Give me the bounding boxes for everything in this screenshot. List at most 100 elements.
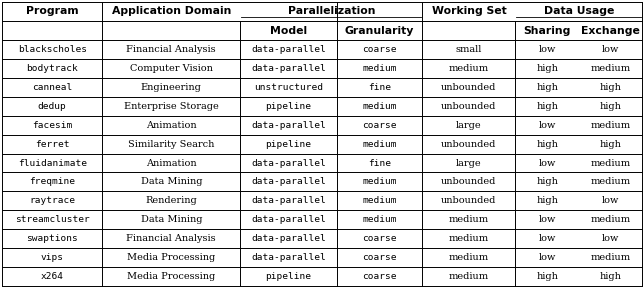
Text: canneal: canneal xyxy=(32,83,72,92)
Text: unbounded: unbounded xyxy=(441,177,497,186)
Text: medium: medium xyxy=(591,215,630,224)
Text: medium: medium xyxy=(449,64,489,73)
Text: data-parallel: data-parallel xyxy=(251,64,326,73)
Text: high: high xyxy=(600,272,621,281)
Text: pipeline: pipeline xyxy=(265,272,312,281)
Text: raytrace: raytrace xyxy=(29,196,75,205)
Text: medium: medium xyxy=(363,64,397,73)
Text: Animation: Animation xyxy=(146,158,196,168)
Text: coarse: coarse xyxy=(363,272,397,281)
Text: medium: medium xyxy=(449,234,489,243)
Text: coarse: coarse xyxy=(363,121,397,130)
Text: unbounded: unbounded xyxy=(441,196,497,205)
Text: medium: medium xyxy=(591,253,630,262)
Text: low: low xyxy=(601,196,619,205)
Text: Working Set: Working Set xyxy=(431,7,506,16)
Text: Model: Model xyxy=(270,26,307,35)
Text: Data Usage: Data Usage xyxy=(544,7,614,16)
Text: Financial Analysis: Financial Analysis xyxy=(126,45,216,54)
Text: medium: medium xyxy=(363,102,397,111)
Text: low: low xyxy=(538,253,556,262)
Text: Similarity Search: Similarity Search xyxy=(128,140,214,149)
Text: medium: medium xyxy=(591,177,630,186)
Text: medium: medium xyxy=(363,215,397,224)
Text: vips: vips xyxy=(41,253,64,262)
Text: high: high xyxy=(600,102,621,111)
Text: bodytrack: bodytrack xyxy=(26,64,78,73)
Text: large: large xyxy=(456,121,482,130)
Text: ferret: ferret xyxy=(35,140,70,149)
Text: fine: fine xyxy=(368,158,391,168)
Text: medium: medium xyxy=(363,140,397,149)
Text: blackscholes: blackscholes xyxy=(18,45,87,54)
Text: facesim: facesim xyxy=(32,121,72,130)
Text: high: high xyxy=(600,83,621,92)
Text: dedup: dedup xyxy=(38,102,66,111)
Text: low: low xyxy=(601,45,619,54)
Text: pipeline: pipeline xyxy=(265,102,312,111)
Text: streamcluster: streamcluster xyxy=(15,215,90,224)
Text: data-parallel: data-parallel xyxy=(251,177,326,186)
Text: Rendering: Rendering xyxy=(146,196,197,205)
Text: Data Mining: Data Mining xyxy=(140,177,202,186)
Text: medium: medium xyxy=(363,196,397,205)
Text: high: high xyxy=(536,83,558,92)
Text: high: high xyxy=(536,272,558,281)
Text: Animation: Animation xyxy=(146,121,196,130)
Text: Exchange: Exchange xyxy=(581,26,639,35)
Text: medium: medium xyxy=(591,158,630,168)
Text: swaptions: swaptions xyxy=(26,234,78,243)
Text: unstructured: unstructured xyxy=(254,83,323,92)
Text: high: high xyxy=(536,177,558,186)
Text: Computer Vision: Computer Vision xyxy=(130,64,213,73)
Text: fine: fine xyxy=(368,83,391,92)
Text: high: high xyxy=(536,140,558,149)
Text: low: low xyxy=(538,158,556,168)
Text: medium: medium xyxy=(449,215,489,224)
Text: high: high xyxy=(536,102,558,111)
Text: medium: medium xyxy=(449,253,489,262)
Text: Enterprise Storage: Enterprise Storage xyxy=(124,102,219,111)
Text: low: low xyxy=(538,215,556,224)
Text: coarse: coarse xyxy=(363,45,397,54)
Text: high: high xyxy=(536,64,558,73)
Text: high: high xyxy=(536,196,558,205)
Text: data-parallel: data-parallel xyxy=(251,234,326,243)
Text: coarse: coarse xyxy=(363,234,397,243)
Text: fluidanimate: fluidanimate xyxy=(18,158,87,168)
Text: medium: medium xyxy=(591,121,630,130)
Text: high: high xyxy=(600,140,621,149)
Text: Sharing: Sharing xyxy=(524,26,571,35)
Text: Media Processing: Media Processing xyxy=(127,253,216,262)
Text: data-parallel: data-parallel xyxy=(251,45,326,54)
Text: data-parallel: data-parallel xyxy=(251,121,326,130)
Text: x264: x264 xyxy=(41,272,64,281)
Text: coarse: coarse xyxy=(363,253,397,262)
Text: Financial Analysis: Financial Analysis xyxy=(126,234,216,243)
Text: Engineering: Engineering xyxy=(141,83,202,92)
Text: Granularity: Granularity xyxy=(345,26,414,35)
Text: Program: Program xyxy=(26,7,79,16)
Text: unbounded: unbounded xyxy=(441,102,497,111)
Text: large: large xyxy=(456,158,482,168)
Text: low: low xyxy=(538,121,556,130)
Text: Parallelization: Parallelization xyxy=(288,7,375,16)
Text: data-parallel: data-parallel xyxy=(251,158,326,168)
Text: low: low xyxy=(538,45,556,54)
Text: Application Domain: Application Domain xyxy=(111,7,231,16)
Text: unbounded: unbounded xyxy=(441,83,497,92)
Text: low: low xyxy=(601,234,619,243)
Text: small: small xyxy=(456,45,482,54)
Text: unbounded: unbounded xyxy=(441,140,497,149)
Text: medium: medium xyxy=(449,272,489,281)
Text: data-parallel: data-parallel xyxy=(251,253,326,262)
Text: data-parallel: data-parallel xyxy=(251,196,326,205)
Text: data-parallel: data-parallel xyxy=(251,215,326,224)
Text: medium: medium xyxy=(591,64,630,73)
Text: freqmine: freqmine xyxy=(29,177,75,186)
Text: pipeline: pipeline xyxy=(265,140,312,149)
Text: Data Mining: Data Mining xyxy=(140,215,202,224)
Text: medium: medium xyxy=(363,177,397,186)
Text: low: low xyxy=(538,234,556,243)
Text: Media Processing: Media Processing xyxy=(127,272,216,281)
